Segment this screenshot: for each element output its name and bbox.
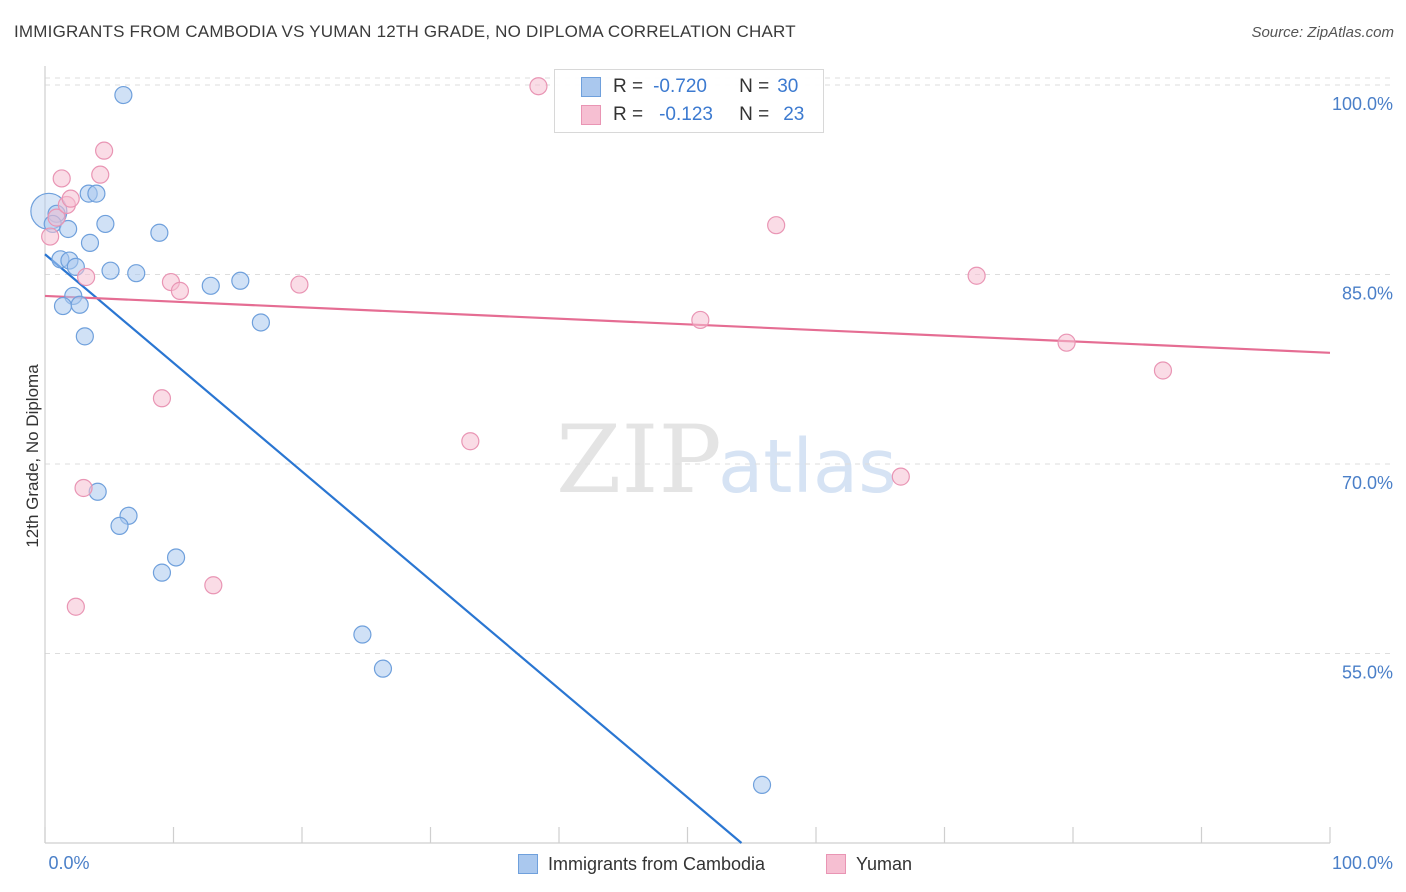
data-point-cambodia <box>166 548 186 567</box>
data-point-cambodia <box>75 327 94 346</box>
legend-n-label: N = <box>739 104 770 125</box>
legend-swatch-blue <box>581 77 601 97</box>
data-point-yuman <box>47 208 66 227</box>
data-point-cambodia <box>152 563 172 582</box>
bottom-swatch-blue <box>518 854 538 874</box>
data-point-cambodia <box>110 516 129 535</box>
data-point-yuman <box>1153 361 1173 380</box>
bottom-swatch-pink <box>826 854 846 874</box>
data-point-cambodia <box>87 184 106 203</box>
watermark-zip: ZIP <box>556 406 722 515</box>
data-point-yuman <box>691 310 710 330</box>
data-point-cambodia <box>150 223 169 242</box>
data-point-cambodia <box>59 219 78 239</box>
trendline-yuman <box>44 294 1331 354</box>
y-tick-label: 100.0% <box>1332 94 1393 114</box>
stats-legend: R = -0.720 N = 30 R = -0.123 N = 23 <box>554 69 824 133</box>
data-point-cambodia <box>80 233 100 252</box>
legend-r-label: R = <box>613 76 644 97</box>
data-point-cambodia <box>373 659 393 678</box>
bottom-legend-label: Yuman <box>856 853 913 874</box>
legend-r-label: R = <box>613 104 644 125</box>
data-point-cambodia <box>53 296 73 316</box>
x-tick-label: 0.0% <box>48 853 89 873</box>
data-point-yuman <box>967 266 986 285</box>
legend-row-yuman: R = -0.123 N = 23 <box>555 101 804 129</box>
data-point-cambodia <box>101 261 120 280</box>
data-point-yuman <box>152 389 172 408</box>
data-point-yuman <box>170 281 190 300</box>
data-point-cambodia <box>201 276 220 295</box>
bottom-legend-cambodia: Immigrants from Cambodia <box>518 852 765 876</box>
source-label: Source: ZipAtlas.com <box>1251 24 1394 41</box>
legend-row-cambodia: R = -0.720 N = 30 <box>555 73 798 101</box>
data-point-cambodia <box>96 214 115 234</box>
data-point-yuman <box>41 227 60 246</box>
data-point-yuman <box>91 165 110 184</box>
data-point-cambodia <box>231 271 250 290</box>
y-axis-label: 12th Grade, No Diploma <box>23 364 42 548</box>
legend-r-value: -0.123 <box>659 104 713 125</box>
data-point-yuman <box>891 467 910 486</box>
data-point-yuman <box>204 576 223 595</box>
legend-r-value: -0.720 <box>653 76 707 97</box>
chart-title: IMMIGRANTS FROM CAMBODIA VS YUMAN 12TH G… <box>14 22 796 41</box>
legend-n-value: 23 <box>783 104 805 125</box>
trendline-cambodia <box>44 253 743 844</box>
data-point-yuman <box>529 77 548 96</box>
bottom-legend-yuman: Yuman <box>826 852 912 876</box>
data-point-yuman <box>767 216 786 235</box>
watermark-atlas: atlas <box>718 424 897 510</box>
data-point-yuman <box>66 597 85 616</box>
data-point-cambodia <box>353 625 372 644</box>
data-point-yuman <box>290 275 309 294</box>
legend-swatch-pink <box>581 105 601 125</box>
data-point-yuman <box>52 169 71 188</box>
data-point-yuman <box>74 478 93 498</box>
data-point-cambodia <box>752 775 772 794</box>
y-tick-label: 70.0% <box>1342 473 1393 493</box>
data-point-yuman <box>95 141 114 160</box>
y-tick-label: 85.0% <box>1342 283 1393 303</box>
data-point-yuman <box>461 432 480 451</box>
legend-n-value: 30 <box>777 76 799 97</box>
data-point-cambodia <box>251 313 270 332</box>
data-point-cambodia <box>114 85 133 105</box>
data-point-cambodia <box>127 264 146 283</box>
bottom-legend-label: Immigrants from Cambodia <box>548 853 766 874</box>
data-point-yuman <box>77 267 96 287</box>
data-point-yuman <box>1057 333 1076 352</box>
data-point-cambodia <box>70 295 89 314</box>
data-point-yuman <box>61 189 80 208</box>
x-tick-label: 100.0% <box>1332 853 1393 873</box>
y-tick-label: 55.0% <box>1342 662 1393 682</box>
legend-n-label: N = <box>739 76 770 97</box>
